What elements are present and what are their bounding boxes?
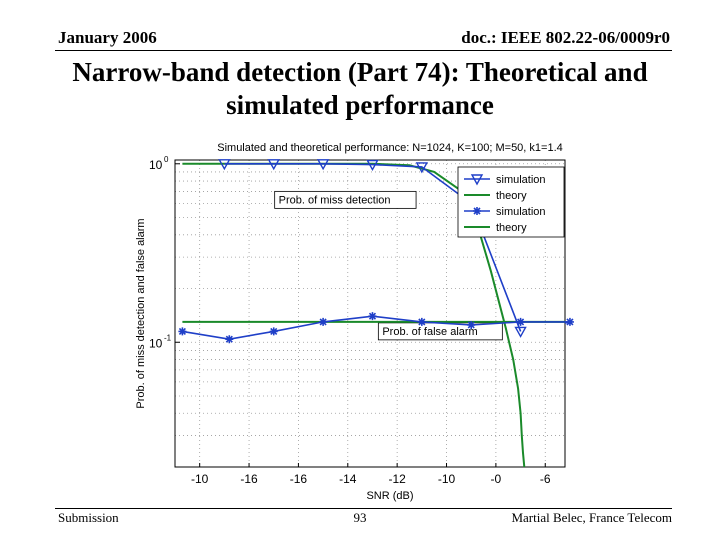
legend-label: simulation	[496, 174, 546, 186]
data-point-star	[565, 317, 574, 326]
x-tick-label: -10	[191, 472, 209, 486]
data-point-triangle	[366, 159, 379, 172]
data-point-star	[269, 327, 278, 336]
legend-label: theory	[496, 222, 527, 234]
data-point-star	[319, 317, 328, 326]
header-date: January 2006	[58, 28, 157, 47]
footer-submission: Submission	[58, 510, 119, 525]
y-tick-label-exponent: 0	[164, 155, 169, 164]
x-tick-label: -16	[290, 472, 308, 486]
x-axis-label: SNR (dB)	[366, 490, 413, 502]
data-point-triangle	[415, 162, 429, 174]
data-point-triangle	[218, 159, 231, 171]
x-tick-label: -16	[240, 472, 258, 486]
footer-divider	[55, 508, 672, 509]
data-point-triangle	[470, 174, 484, 186]
data-point-star	[225, 335, 234, 344]
y-tick-label-base: 10	[149, 158, 163, 172]
data-point-star	[467, 320, 476, 329]
data-point-triangle	[316, 159, 330, 171]
x-tick-label: -6	[540, 472, 551, 486]
y-axis-label: Prob. of miss detection and false alarm	[135, 218, 147, 408]
y-tick-label-base: 10	[149, 336, 163, 350]
x-tick-label: -0	[491, 472, 502, 486]
footer-author: Martial Belec, France Telecom	[511, 510, 672, 525]
y-tick-label-exponent: -1	[164, 333, 172, 342]
data-point-star	[473, 207, 481, 215]
chart-title: Simulated and theoretical performance: N…	[217, 142, 563, 154]
data-point-triangle	[514, 326, 527, 338]
x-tick-label: -12	[388, 472, 406, 486]
data-point-star	[178, 327, 187, 336]
data-point-star	[417, 317, 426, 326]
annotation-box	[274, 190, 417, 209]
data-point-star	[368, 312, 377, 321]
legend-label: theory	[496, 190, 527, 202]
header-doc-id: doc.: IEEE 802.22-06/0009r0	[461, 28, 670, 47]
annotation-label: Prob. of false alarm	[382, 326, 477, 338]
series-line-simulation	[182, 315, 571, 341]
slide-title: Narrow-band detection (Part 74): Theoret…	[20, 56, 700, 122]
slide-title-line2: simulated performance	[226, 90, 494, 120]
data-point-star	[516, 317, 525, 326]
data-point-triangle	[267, 159, 280, 171]
slide-title-line1: Narrow-band detection (Part 74): Theoret…	[72, 57, 648, 87]
x-tick-label: -14	[339, 472, 357, 486]
x-tick-label: -10	[438, 472, 456, 486]
footer-page-number: 93	[353, 510, 367, 525]
header-divider	[55, 50, 672, 51]
annotation-label: Prob. of miss detection	[279, 194, 391, 206]
legend-label: simulation	[496, 206, 546, 218]
